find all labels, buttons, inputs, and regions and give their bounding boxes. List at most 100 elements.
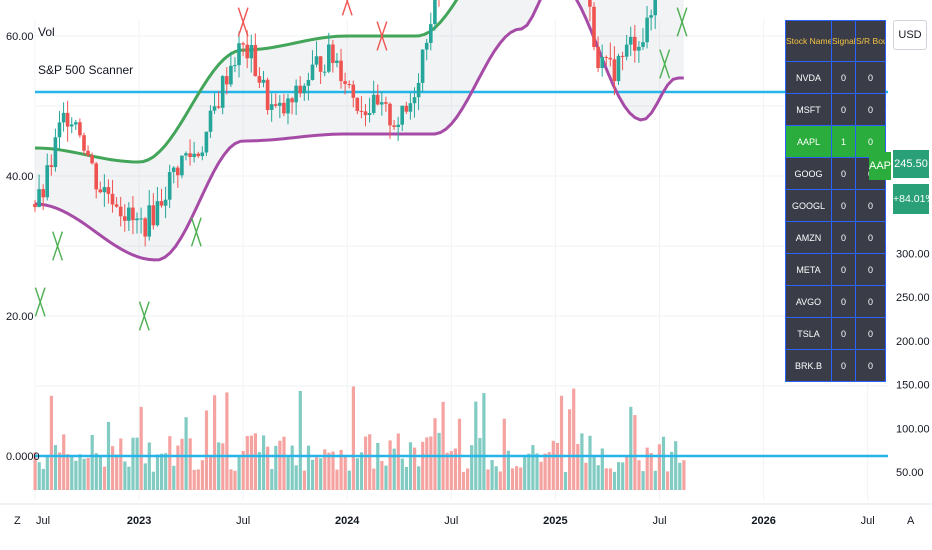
volume-bar: [425, 437, 429, 490]
volume-bar: [245, 436, 249, 490]
candle-body: [298, 85, 302, 94]
candle-body: [143, 218, 147, 237]
table-row: META 0 0: [785, 253, 886, 286]
stock-name-cell: GOOGL: [785, 189, 832, 222]
right-axis-tick: 150.00: [896, 380, 930, 392]
volume-bar: [498, 471, 502, 490]
volume-bar: [612, 471, 617, 490]
candle-body: [196, 153, 200, 157]
volume-bar: [364, 436, 368, 490]
sr-bounce-cell: 0: [855, 61, 886, 94]
candle-body: [135, 218, 139, 221]
stock-name-cell: GOOG: [785, 157, 832, 190]
candle-body: [620, 55, 625, 57]
volume-bar: [543, 453, 547, 490]
stock-name-cell: AVGO: [785, 285, 832, 318]
volume-bar: [135, 437, 139, 490]
volume-bar: [74, 460, 78, 490]
time-axis-tick: Jul: [36, 515, 50, 527]
volume-bar: [274, 445, 278, 490]
volume-bar: [645, 447, 649, 490]
volume-bar: [90, 435, 94, 490]
volume-bar: [290, 445, 294, 490]
candle-body: [616, 55, 621, 82]
buy-signal-marker: [34, 287, 46, 317]
volume-bar: [453, 448, 457, 490]
candle-body: [208, 110, 213, 132]
currency-button[interactable]: USD: [893, 20, 927, 50]
volume-bar: [286, 457, 290, 490]
candle-body: [359, 110, 364, 112]
candle-body: [384, 102, 388, 104]
indicator-name: S&P 500 Scanner: [38, 63, 133, 77]
volume-bar: [164, 453, 168, 490]
stock-name-cell: AAPL: [785, 125, 832, 158]
signal-cell: 0: [831, 157, 856, 190]
right-price-axis: 300.00 250.00 200.00 150.00 100.00 50.00: [896, 248, 930, 479]
volume-bar: [315, 456, 319, 490]
volume-bar: [200, 460, 204, 490]
volume-bar: [311, 459, 315, 490]
volume-bar: [559, 395, 564, 490]
volume-bar: [466, 468, 470, 490]
candle-body: [171, 167, 176, 172]
volume-bar: [449, 451, 453, 490]
stock-name-cell: META: [785, 253, 832, 286]
stock-name-cell: NVDA: [785, 61, 832, 94]
volume-bar: [217, 442, 221, 490]
volume-bar: [604, 468, 608, 490]
volume-bar: [115, 454, 119, 490]
volume-bar: [172, 465, 176, 490]
volume-bar: [384, 465, 388, 490]
candle-body: [363, 111, 368, 116]
table-row: AVGO 0 0: [785, 285, 886, 318]
volume-bar: [592, 455, 596, 490]
volume-bar: [155, 454, 160, 490]
candle-body: [65, 112, 70, 127]
volume-bar: [547, 452, 551, 490]
volume-bar: [584, 462, 588, 490]
signal-cell: 0: [831, 253, 856, 286]
signal-cell: 0: [831, 349, 856, 382]
candle-body: [302, 85, 307, 94]
volume-bar: [78, 454, 82, 490]
volume-bar: [641, 471, 645, 490]
volume-bar: [576, 444, 580, 490]
candle-body: [159, 201, 164, 206]
candle-body: [408, 103, 413, 112]
volume-bar: [237, 456, 241, 490]
candle-body: [110, 193, 115, 205]
candle-body: [433, 0, 437, 24]
right-axis-tick: 50.00: [896, 467, 924, 479]
volume-bar: [58, 452, 62, 490]
volume-bar: [588, 435, 592, 490]
symbol-pill: AAPL: [869, 152, 897, 180]
volume-bar: [319, 458, 323, 490]
volume-bar: [666, 471, 670, 490]
volume-bar: [478, 438, 482, 490]
volume-bar: [339, 449, 343, 490]
auto-scale-button[interactable]: A: [907, 515, 915, 527]
candle-body: [306, 80, 311, 86]
volume-bar: [209, 455, 213, 490]
candle-body: [392, 125, 396, 127]
signal-markers: [34, 0, 688, 331]
volume-bar: [372, 468, 376, 490]
time-axis: Jul 2023 Jul 2024 Jul 2025 Jul 2026 Jul: [0, 503, 932, 527]
volume-bar: [98, 455, 102, 490]
timezone-button[interactable]: Z: [14, 515, 21, 527]
candle-body: [245, 44, 249, 59]
volume-bars: [33, 386, 686, 490]
volume-bar: [229, 469, 233, 490]
horizontal-levels: [35, 90, 888, 458]
volume-bar: [551, 440, 555, 490]
volume-bar: [621, 462, 625, 490]
volume-bar: [396, 433, 400, 490]
volume-bar: [661, 436, 666, 490]
volume-bar: [555, 442, 559, 490]
lower-band-line: [34, 0, 684, 262]
volume-bar: [49, 395, 53, 490]
candle-body: [600, 57, 604, 68]
volume-bar: [225, 392, 229, 490]
